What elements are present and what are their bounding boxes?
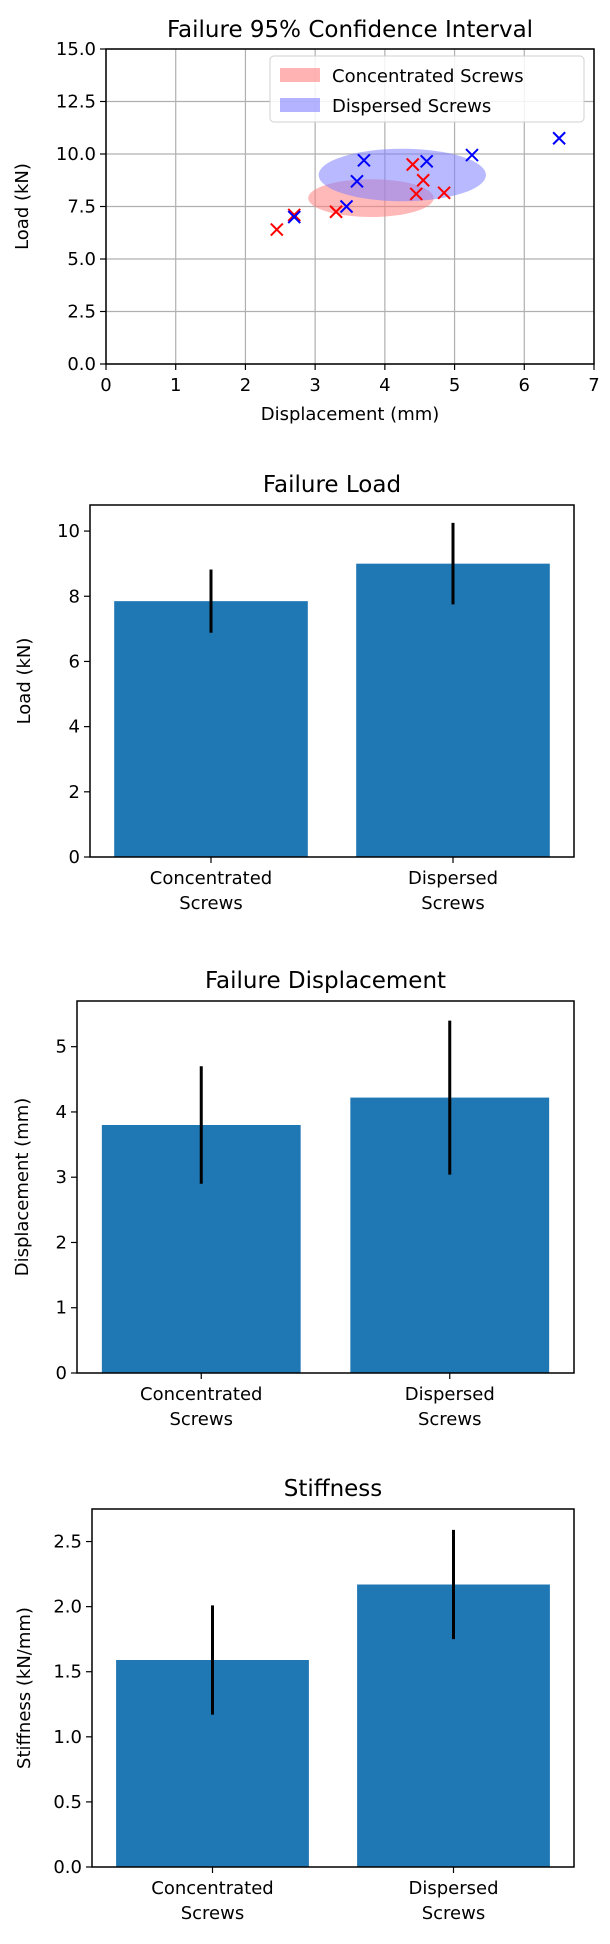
x-tick-label-line: Dispersed	[408, 868, 498, 889]
plot-frame	[76, 1000, 575, 1374]
y-tick-label: 2.5	[53, 1532, 82, 1553]
y-axis-label: Load (kN)	[12, 163, 33, 250]
y-tick-label: 1.0	[53, 1727, 82, 1748]
y-tick-label: 4	[56, 1102, 67, 1123]
y-tick-label: 5	[56, 1037, 67, 1058]
y-tick-label: 12.5	[56, 92, 96, 113]
x-tick-label: Dispersed Screws	[408, 1878, 498, 1924]
data-point-dispersed	[339, 199, 354, 214]
legend-box	[269, 55, 585, 123]
x-tick-label: 4	[379, 375, 390, 396]
legend-label: Dispersed Screws	[332, 96, 491, 117]
data-point-concentrated	[416, 173, 430, 187]
x-tick-label: 5	[449, 375, 460, 396]
x-tick-label: 1	[170, 375, 181, 396]
data-point-concentrated	[406, 157, 420, 172]
y-tick-label: 2.0	[53, 1597, 82, 1618]
data-point-dispersed	[357, 153, 371, 168]
x-axis-label: Displacement (mm)	[261, 404, 440, 425]
x-tick-label-line: Screws	[421, 893, 485, 914]
x-tick-label: Concentrated Screws	[140, 1384, 262, 1430]
data-point-concentrated	[270, 222, 284, 237]
x-tick-label-line: Screws	[169, 1409, 233, 1430]
plot-frame	[91, 1508, 575, 1868]
x-tick-label-line: Screws	[179, 893, 243, 914]
y-tick-label: 0.0	[53, 1857, 82, 1878]
x-tick-label-line: Dispersed	[405, 1384, 495, 1405]
legend-swatch	[280, 68, 320, 82]
y-tick-label: 0.0	[67, 354, 96, 375]
data-point-concentrated	[329, 205, 343, 219]
x-tick-label-line: Concentrated	[151, 1878, 273, 1899]
data-point-concentrated	[409, 187, 423, 201]
y-tick-label: 10	[57, 521, 80, 542]
x-tick-label-line: Screws	[422, 1903, 486, 1924]
data-point-dispersed	[552, 131, 566, 145]
y-tick-label: 0.5	[53, 1792, 82, 1813]
x-tick-label: Concentrated Screws	[151, 1878, 273, 1924]
chart-title: Failure Displacement	[205, 968, 446, 994]
bar-1	[356, 563, 550, 857]
bar-0	[114, 601, 308, 857]
bar-chart-3: Stiffness 0.0 0.5 1.0 1.5 2.0 2.5 Concentrated S…	[14, 1476, 575, 1924]
data-point-dispersed	[465, 148, 479, 162]
x-tick-label-line: Concentrated	[150, 868, 272, 889]
legend: Concentrated Screws Dispersed Screws	[269, 55, 585, 123]
data-point-concentrated	[437, 186, 451, 200]
y-tick-label: 10.0	[56, 144, 96, 165]
y-tick-label: 15.0	[56, 39, 96, 60]
chart-title: Failure Load	[263, 472, 401, 498]
x-tick-label: Dispersed Screws	[405, 1384, 495, 1430]
plot-frame	[89, 504, 575, 858]
y-axis-label: Displacement (mm)	[12, 1098, 33, 1277]
x-tick-label-line: Concentrated	[140, 1384, 262, 1405]
y-tick-label: 2	[69, 782, 80, 803]
y-axis-label: Load (kN)	[14, 638, 35, 725]
y-tick-label: 1.5	[53, 1662, 82, 1683]
y-tick-label: 2	[56, 1232, 67, 1253]
confidence-ellipse-dispersed	[318, 148, 486, 202]
y-tick-label: 8	[69, 586, 80, 607]
y-tick-label: 0	[69, 847, 80, 868]
x-tick-label: Concentrated Screws	[150, 868, 272, 914]
y-tick-label: 4	[69, 717, 80, 738]
x-tick-label-line: Screws	[181, 1903, 245, 1924]
chart-title: Failure 95% Confidence Interval	[167, 17, 533, 43]
data-point-dispersed	[287, 210, 301, 224]
legend-label: Concentrated Screws	[332, 66, 524, 87]
y-tick-label: 2.5	[67, 302, 96, 323]
y-tick-label: 6	[69, 651, 80, 672]
x-tick-label: 6	[519, 375, 530, 396]
data-point-concentrated	[287, 208, 301, 222]
legend-swatch	[280, 98, 320, 112]
y-tick-label: 0	[56, 1363, 67, 1384]
x-tick-label: 2	[240, 375, 251, 396]
data-point-dispersed	[419, 154, 434, 169]
y-axis-label: Stiffness (kN/mm)	[14, 1607, 35, 1769]
x-tick-label-line: Dispersed	[408, 1878, 498, 1899]
x-tick-label: 0	[100, 375, 111, 396]
y-tick-label: 1	[56, 1298, 67, 1319]
x-tick-label-line: Screws	[418, 1409, 482, 1430]
chart-title: Stiffness	[284, 1476, 383, 1502]
scatter-chart: Failure 95% Confidence Interval 0 1 2 3 4 5 6 7 0…	[12, 17, 600, 425]
y-tick-label: 5.0	[67, 249, 96, 270]
y-tick-label: 3	[56, 1167, 67, 1188]
x-tick-label: 7	[588, 375, 599, 396]
y-tick-label: 7.5	[67, 197, 96, 218]
bar-chart-2: Failure Displacement 0 1 2 3 4 5 Concentrated Sc…	[12, 968, 575, 1430]
data-point-dispersed	[350, 174, 364, 189]
x-tick-label: Dispersed Screws	[408, 868, 498, 914]
x-tick-label: 3	[309, 375, 320, 396]
